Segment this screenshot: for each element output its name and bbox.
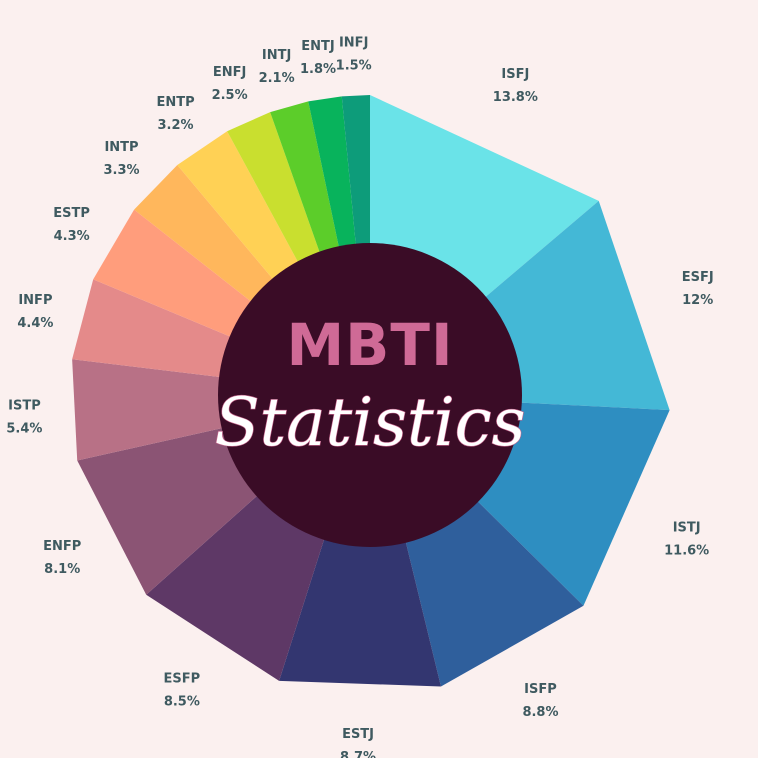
slice-value-infj: 1.5% — [336, 58, 372, 73]
slice-name-estp: ESTP — [53, 206, 90, 221]
center-disc — [218, 243, 522, 547]
slice-value-enfp: 8.1% — [44, 562, 80, 577]
slice-value-esfp: 8.5% — [164, 694, 200, 709]
slice-value-isfp: 8.8% — [522, 705, 558, 720]
slice-value-estj: 8.7% — [340, 750, 376, 758]
slice-name-istp: ISTP — [8, 398, 41, 413]
slice-name-esfj: ESFJ — [682, 270, 714, 285]
slice-name-infj: INFJ — [339, 35, 368, 50]
slice-value-istj: 11.6% — [664, 543, 709, 558]
slice-name-entp: ENTP — [156, 95, 194, 110]
slice-name-intj: INTJ — [262, 48, 291, 63]
slice-value-estp: 4.3% — [54, 229, 90, 244]
slice-value-entp: 3.2% — [157, 118, 193, 133]
slice-name-isfj: ISFJ — [501, 67, 529, 82]
slice-name-intp: INTP — [104, 140, 138, 155]
slice-name-estj: ESTJ — [342, 727, 374, 742]
slice-value-isfj: 13.8% — [493, 90, 538, 105]
slice-name-isfp: ISFP — [524, 682, 557, 697]
slice-name-infp: INFP — [18, 293, 52, 308]
slice-name-enfp: ENFP — [43, 539, 81, 554]
slice-value-esfj: 12% — [682, 293, 713, 308]
slice-name-istj: ISTJ — [673, 520, 701, 535]
slice-name-esfp: ESFP — [164, 671, 201, 686]
chart-subtitle: Statistics — [214, 384, 525, 461]
slice-value-istp: 5.4% — [6, 421, 42, 436]
slice-name-enfj: ENFJ — [213, 65, 246, 80]
slice-name-entj: ENTJ — [301, 39, 334, 54]
chart-title: MBTI — [286, 311, 453, 379]
slice-labels: ISFJ 13.8% ESFJ 12% ISTJ 11.6% ISFP 8.8% ESTJ 8.7… — [6, 35, 713, 758]
slice-value-enfj: 2.5% — [212, 88, 248, 103]
slice-value-infp: 4.4% — [17, 316, 53, 331]
slice-value-intp: 3.3% — [103, 163, 139, 178]
slice-value-intj: 2.1% — [259, 71, 295, 86]
slice-value-entj: 1.8% — [300, 62, 336, 77]
